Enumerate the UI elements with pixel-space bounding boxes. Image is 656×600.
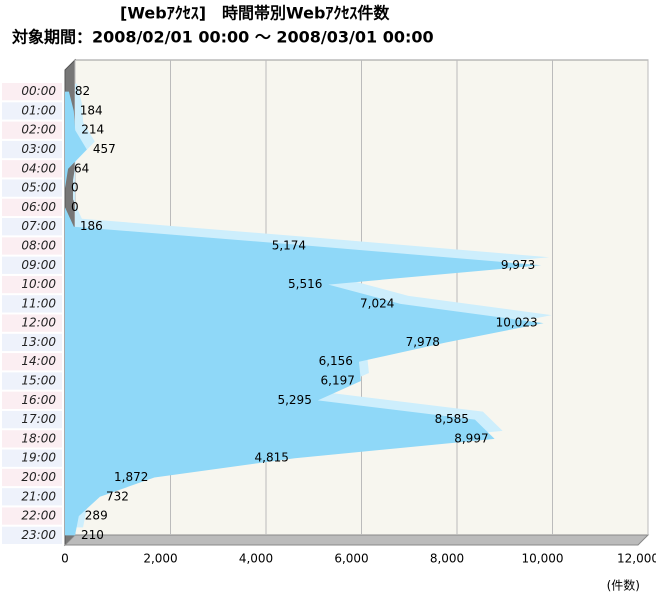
y-tick-label: 13:00 — [21, 335, 56, 349]
y-tick-label: 11:00 — [21, 296, 56, 310]
category-band — [2, 353, 62, 371]
y-tick-label: 23:00 — [21, 528, 56, 542]
category-band — [2, 372, 62, 390]
y-tick-label: 06:00 — [21, 200, 56, 214]
value-label: 64 — [74, 161, 89, 175]
value-label: 82 — [75, 84, 90, 98]
category-band — [2, 468, 62, 487]
y-tick-label: 10:00 — [21, 277, 56, 291]
category-band — [2, 83, 62, 101]
value-label: 6,156 — [319, 354, 353, 368]
y-tick-label: 09:00 — [21, 258, 56, 272]
x-tick-label: 2,000 — [143, 552, 177, 566]
x-axis-label: (件数) — [607, 578, 640, 593]
x-tick-label: 8,000 — [430, 552, 464, 566]
value-label: 186 — [80, 219, 103, 233]
value-label: 1,872 — [114, 470, 148, 484]
y-tick-label: 15:00 — [21, 374, 56, 388]
value-label: 6,197 — [321, 374, 355, 388]
y-tick-label: 14:00 — [21, 354, 56, 368]
area — [65, 91, 544, 536]
y-tick-label: 03:00 — [21, 142, 56, 156]
category-band — [2, 275, 62, 294]
value-label: 8,997 — [454, 431, 488, 445]
x-tick-label: 4,000 — [239, 552, 273, 566]
value-label: 7,978 — [406, 335, 440, 349]
value-label: 5,295 — [277, 393, 311, 407]
chart-subtitle: 対象期間：2008/02/01 00:00 ～ 2008/03/01 00:00 — [11, 28, 434, 47]
category-band — [2, 121, 62, 139]
category-band — [2, 430, 62, 448]
y-tick-label: 20:00 — [21, 470, 56, 484]
y-tick-label: 00:00 — [21, 84, 56, 98]
value-label: 5,516 — [288, 277, 322, 291]
value-label: 10,023 — [496, 316, 538, 330]
category-band — [2, 333, 62, 352]
y-tick-label: 04:00 — [21, 161, 56, 175]
y-tick-label: 16:00 — [21, 393, 56, 407]
category-band — [2, 140, 62, 159]
y-tick-label: 12:00 — [21, 316, 56, 330]
x-tick-label: 6,000 — [334, 552, 368, 566]
y-tick-label: 17:00 — [21, 412, 56, 426]
value-label: 0 — [71, 181, 79, 195]
value-label: 4,815 — [255, 451, 289, 465]
y-tick-label: 21:00 — [21, 489, 56, 503]
y-tick-label: 02:00 — [21, 123, 56, 137]
category-band — [2, 314, 62, 332]
x-tick-label: 0 — [61, 552, 69, 566]
value-label: 9,973 — [501, 258, 535, 272]
x-tick-label: 12,000 — [617, 552, 656, 566]
y-tick-label: 05:00 — [21, 181, 56, 195]
y-tick-label: 08:00 — [21, 238, 56, 252]
value-label: 7,024 — [360, 296, 394, 310]
category-band — [2, 237, 62, 255]
chart-title: [Webｱｸｾｽ] 時間帯別Webｱｸｾｽ件数 — [120, 4, 390, 23]
value-label: 289 — [85, 509, 108, 523]
category-band — [2, 449, 62, 467]
category-band — [2, 218, 62, 236]
y-tick-label: 18:00 — [21, 431, 56, 445]
y-tick-label: 19:00 — [21, 451, 56, 465]
category-band — [2, 179, 62, 197]
category-band — [2, 507, 62, 525]
value-label: 210 — [81, 528, 104, 542]
category-band — [2, 410, 62, 429]
x-tick-label: 10,000 — [522, 552, 564, 566]
category-band — [2, 102, 62, 120]
category-band — [2, 256, 62, 274]
category-band — [2, 160, 62, 178]
value-label: 732 — [106, 489, 129, 503]
value-label: 0 — [71, 200, 79, 214]
y-tick-label: 22:00 — [21, 509, 56, 523]
category-band — [2, 295, 62, 313]
value-label: 214 — [81, 123, 104, 137]
y-tick-label: 07:00 — [21, 219, 56, 233]
y-tick-label: 01:00 — [21, 103, 56, 117]
category-band — [2, 391, 62, 409]
category-band — [2, 198, 62, 217]
value-label: 184 — [80, 103, 103, 117]
value-label: 8,585 — [435, 412, 469, 426]
value-label: 5,174 — [272, 238, 306, 252]
value-label: 457 — [93, 142, 116, 156]
floor — [63, 534, 650, 546]
category-band — [2, 526, 62, 544]
category-band — [2, 488, 62, 506]
